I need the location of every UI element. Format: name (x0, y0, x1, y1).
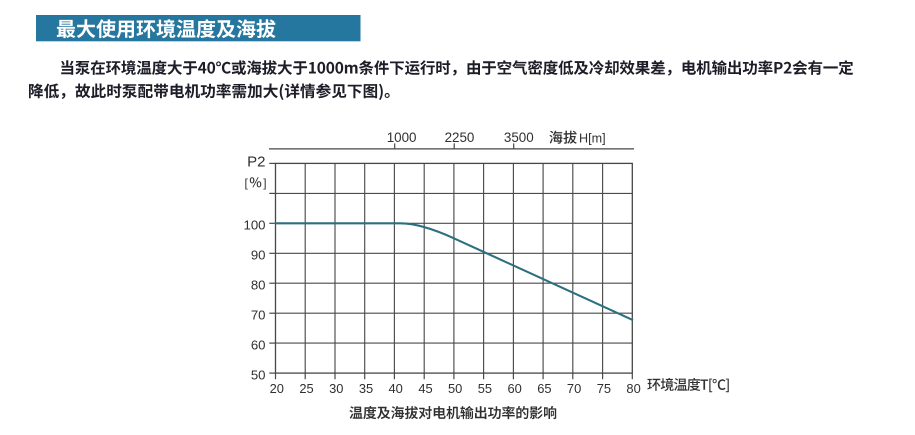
svg-text:2250: 2250 (445, 130, 475, 145)
svg-text:30: 30 (329, 381, 343, 396)
svg-text:[: [ (245, 176, 249, 190)
svg-text:70: 70 (567, 381, 581, 396)
svg-text:80: 80 (251, 278, 266, 293)
svg-text:80: 80 (626, 381, 640, 396)
svg-text:75: 75 (597, 381, 611, 396)
svg-text:50: 50 (448, 381, 462, 396)
svg-text:H[m]: H[m] (579, 131, 606, 145)
svg-text:45: 45 (418, 381, 432, 396)
svg-text:55: 55 (478, 381, 492, 396)
svg-text:60: 60 (251, 337, 266, 352)
svg-text:90: 90 (251, 248, 266, 263)
svg-text:65: 65 (537, 381, 551, 396)
svg-text:1000: 1000 (387, 130, 417, 145)
svg-text:70: 70 (251, 308, 266, 323)
svg-text:]: ] (263, 176, 266, 190)
svg-text:20: 20 (270, 381, 284, 396)
svg-text:P2: P2 (247, 154, 265, 171)
svg-text:60: 60 (508, 381, 522, 396)
svg-text:35: 35 (359, 381, 373, 396)
svg-text:40: 40 (389, 381, 403, 396)
svg-text:50: 50 (251, 367, 266, 382)
svg-text:3500: 3500 (504, 130, 534, 145)
svg-text:25: 25 (299, 381, 313, 396)
svg-text:100: 100 (243, 218, 265, 233)
